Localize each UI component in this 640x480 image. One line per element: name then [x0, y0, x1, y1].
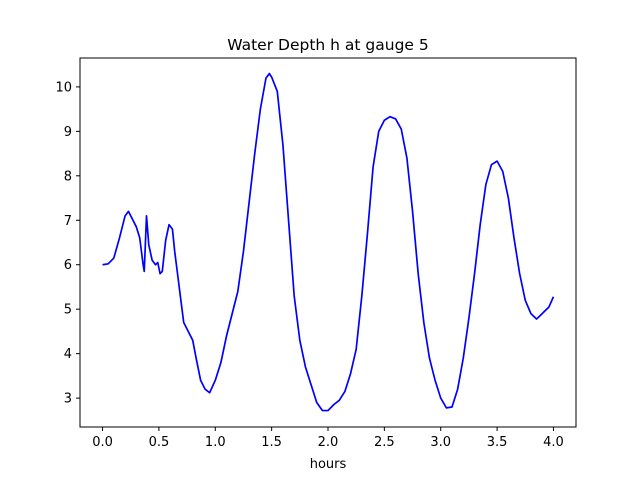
y-tick-label: 4 [64, 347, 72, 362]
x-tick-label: 2.0 [318, 435, 339, 450]
x-tick-label: 3.5 [487, 435, 508, 450]
x-tick-label: 0.5 [149, 435, 170, 450]
x-tick-label: 4.0 [543, 435, 564, 450]
y-tick-label: 6 [64, 258, 72, 273]
y-tick-label: 5 [64, 303, 72, 318]
x-tick-label: 2.5 [374, 435, 395, 450]
x-tick-label: 1.0 [205, 435, 226, 450]
plot-area: 0.0 0.5 1.0 1.5 2.0 2.5 3.0 3.5 4.0 3 4 5 6 7 8 9 10 [55, 57, 577, 450]
y-tick-label: 9 [64, 125, 72, 140]
chart-title: Water Depth h at gauge 5 [227, 36, 428, 54]
x-axis-label: hours [310, 457, 347, 472]
y-tick-label: 10 [55, 80, 72, 95]
y-tick-label: 7 [64, 214, 72, 229]
y-tick-label: 8 [64, 169, 72, 184]
y-tick-label: 3 [64, 392, 72, 407]
x-tick-label: 3.0 [430, 435, 451, 450]
series-line-0 [102, 72, 555, 412]
x-tick-label: 0.0 [92, 435, 113, 450]
x-tick-label: 1.5 [261, 435, 282, 450]
